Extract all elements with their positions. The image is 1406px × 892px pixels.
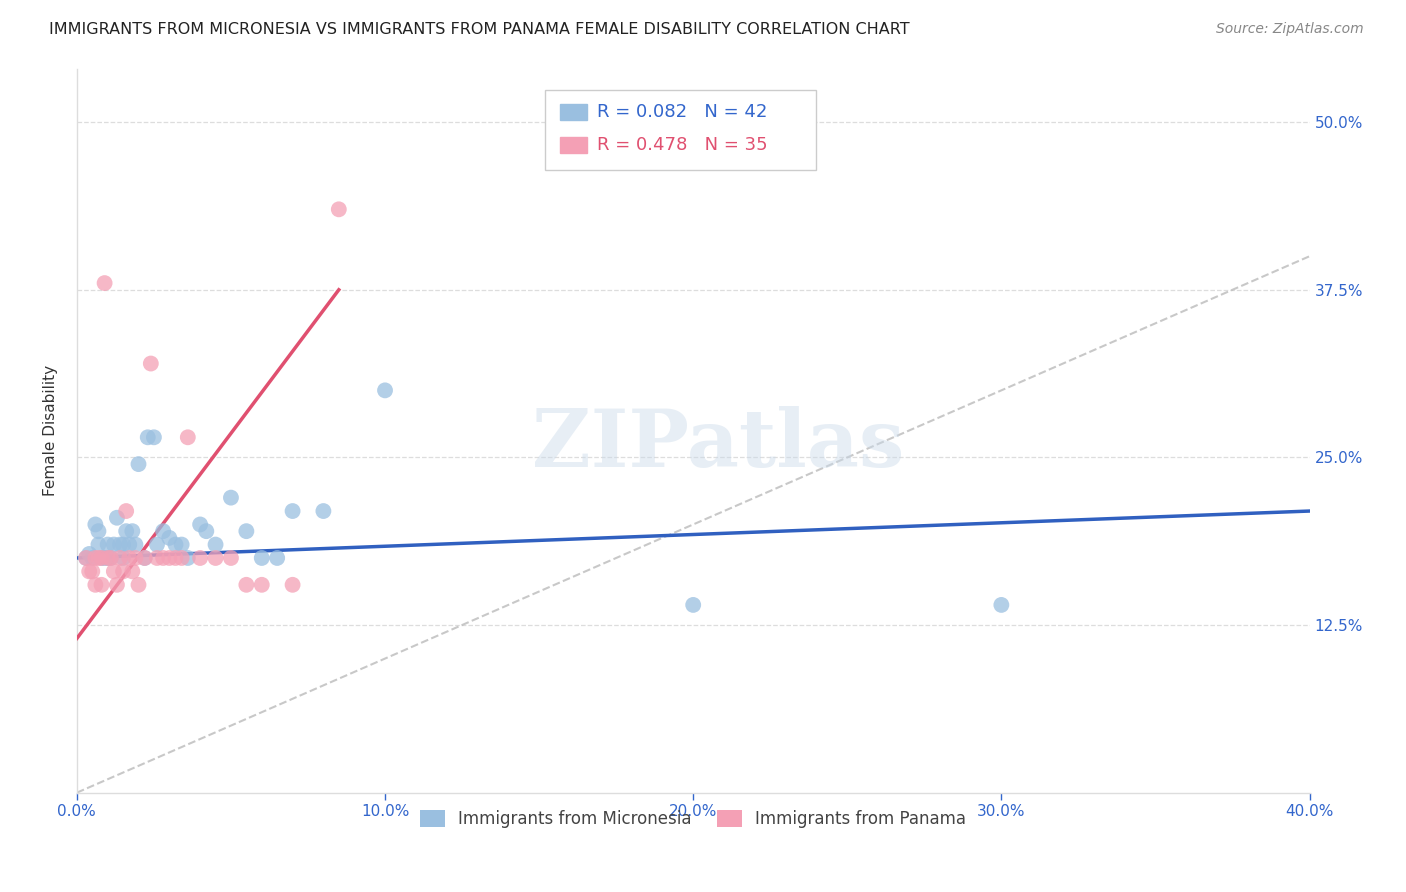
Point <box>82 565 104 579</box>
Point <box>108 538 131 552</box>
Point <box>219 491 242 505</box>
Point <box>115 504 138 518</box>
Point <box>170 538 193 552</box>
Point <box>75 551 97 566</box>
Text: Source: ZipAtlas.com: Source: ZipAtlas.com <box>1216 22 1364 37</box>
Point <box>188 551 211 566</box>
Legend: Immigrants from Micronesia, Immigrants from Panama: Immigrants from Micronesia, Immigrants f… <box>413 804 973 835</box>
Point <box>177 551 200 566</box>
Point <box>118 538 141 552</box>
Text: R = 0.478   N = 35: R = 0.478 N = 35 <box>598 136 768 153</box>
Point <box>165 551 187 566</box>
Point <box>146 551 169 566</box>
Point <box>235 578 257 592</box>
Point <box>87 524 110 538</box>
Point <box>170 551 193 566</box>
Point <box>77 547 100 561</box>
Point <box>75 551 97 566</box>
Point <box>100 551 122 566</box>
Point <box>152 551 174 566</box>
Point <box>90 578 112 592</box>
Point <box>281 504 304 518</box>
Point <box>108 551 131 566</box>
Point <box>136 430 159 444</box>
Point <box>266 551 288 566</box>
Point <box>121 524 143 538</box>
Text: R = 0.082   N = 42: R = 0.082 N = 42 <box>598 103 768 121</box>
Point <box>103 538 125 552</box>
Point <box>103 565 125 579</box>
Point <box>146 538 169 552</box>
Point <box>84 551 107 566</box>
Point <box>87 538 110 552</box>
Point <box>177 430 200 444</box>
Point <box>312 504 335 518</box>
Point <box>97 551 120 566</box>
Bar <box>560 136 588 153</box>
Point <box>195 524 218 538</box>
Point <box>84 517 107 532</box>
Point <box>112 565 135 579</box>
Point <box>105 510 128 524</box>
Point <box>82 551 104 566</box>
Point <box>93 276 115 290</box>
Point <box>250 551 273 566</box>
Point <box>97 538 120 552</box>
Point <box>157 531 180 545</box>
Point <box>90 551 112 566</box>
Point <box>139 357 162 371</box>
Point <box>90 551 112 566</box>
Point <box>112 551 135 566</box>
Point <box>235 524 257 538</box>
Point <box>990 598 1012 612</box>
Point <box>112 538 135 552</box>
Point <box>97 551 120 566</box>
Point <box>328 202 350 217</box>
Point <box>128 457 150 471</box>
Point <box>115 524 138 538</box>
Point <box>105 578 128 592</box>
Point <box>100 551 122 566</box>
FancyBboxPatch shape <box>546 90 817 169</box>
Point <box>204 551 226 566</box>
Point <box>128 578 150 592</box>
Point <box>121 565 143 579</box>
Y-axis label: Female Disability: Female Disability <box>44 365 58 496</box>
Bar <box>560 104 588 120</box>
Point <box>188 517 211 532</box>
Point <box>157 551 180 566</box>
Point <box>134 551 156 566</box>
Text: ZIPatlas: ZIPatlas <box>531 406 904 484</box>
Point <box>219 551 242 566</box>
Point <box>374 384 396 398</box>
Point <box>93 551 115 566</box>
Point <box>142 430 165 444</box>
Point <box>87 551 110 566</box>
Point <box>118 551 141 566</box>
Point <box>134 551 156 566</box>
Point <box>250 578 273 592</box>
Point <box>77 565 100 579</box>
Point <box>682 598 704 612</box>
Point <box>165 538 187 552</box>
Text: IMMIGRANTS FROM MICRONESIA VS IMMIGRANTS FROM PANAMA FEMALE DISABILITY CORRELATI: IMMIGRANTS FROM MICRONESIA VS IMMIGRANTS… <box>49 22 910 37</box>
Point <box>152 524 174 538</box>
Point <box>204 538 226 552</box>
Point <box>281 578 304 592</box>
Point <box>124 551 146 566</box>
Point <box>84 578 107 592</box>
Point <box>124 538 146 552</box>
